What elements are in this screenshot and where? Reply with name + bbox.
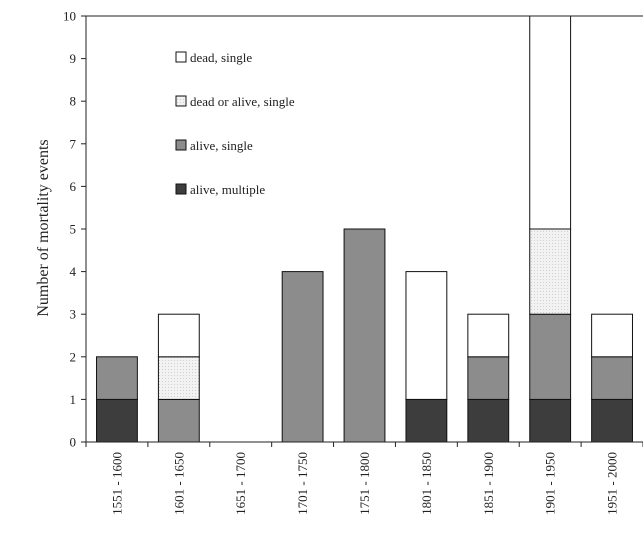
bar-segment [529, 398, 572, 443]
y-tick-label: 0 [70, 435, 77, 450]
y-tick-label: 6 [70, 179, 77, 194]
bar-segment [281, 271, 324, 443]
bar-segment [591, 398, 633, 443]
bar-stack [591, 313, 633, 443]
bar-stack [157, 313, 200, 443]
x-tick-label: 1851 - 1900 [481, 452, 496, 515]
bar-segment [405, 271, 448, 400]
bar-segment [96, 398, 138, 443]
bar-segment [157, 313, 200, 358]
bar-segment [405, 398, 448, 443]
legend-label: alive, multiple [190, 182, 265, 197]
legend-swatch [175, 95, 187, 107]
bar-stack [529, 15, 572, 443]
legend: dead, single dead or alive, single alive, … [175, 50, 295, 197]
bar-segment [467, 398, 510, 443]
x-tick-label: 1801 - 1850 [419, 452, 434, 515]
axes [81, 15, 643, 447]
y-tick-label: 5 [70, 222, 77, 237]
y-tick-label: 2 [70, 349, 77, 364]
bar-segment [96, 356, 138, 400]
bar-segment [529, 313, 572, 400]
x-tick-label: 1651 - 1700 [233, 452, 248, 515]
y-tick-label: 8 [70, 94, 77, 109]
x-tick-label: 1551 - 1600 [109, 452, 124, 515]
legend-swatch [175, 183, 187, 195]
y-tick-label: 9 [70, 51, 77, 66]
legend-label: alive, single [190, 138, 253, 153]
x-tick-label: 1701 - 1750 [295, 452, 310, 515]
bar-stack [343, 228, 386, 443]
y-axis-label: Number of mortality events [35, 139, 52, 316]
bar-segment [343, 228, 386, 443]
bars [96, 15, 633, 443]
x-tick-label: 1951 - 2000 [605, 452, 620, 515]
y-tick-label: 3 [70, 307, 77, 322]
x-tick-labels: 1551 - 1600 1601 - 1650 1651 - 1700 1701 - … [109, 452, 619, 515]
y-tick-label: 7 [70, 136, 77, 151]
legend-label: dead, single [190, 50, 252, 65]
x-tick-label: 1901 - 1950 [543, 452, 558, 515]
bar-stack [405, 271, 448, 443]
bar-stack [281, 271, 324, 443]
y-tick-label: 4 [70, 264, 77, 279]
bar-segment [467, 313, 510, 358]
x-tick-label: 1601 - 1650 [171, 452, 186, 515]
bar-segment [157, 398, 200, 443]
bar-segment [157, 356, 200, 400]
legend-label: dead or alive, single [190, 94, 295, 109]
bar-segment [529, 15, 572, 230]
legend-swatch [175, 51, 187, 63]
bar-stack [96, 356, 138, 443]
y-tick-labels: 0 1 2 3 4 5 6 7 8 9 10 [63, 9, 77, 450]
y-tick-label: 10 [63, 9, 76, 24]
y-tick-label: 1 [70, 392, 77, 407]
bar-segment [529, 228, 572, 315]
bar-segment [467, 356, 510, 400]
x-tick-label: 1751 - 1800 [357, 452, 372, 515]
bar-segment [591, 356, 633, 400]
bar-stack [467, 313, 510, 443]
legend-swatch [175, 139, 187, 151]
bar-segment [591, 313, 633, 358]
